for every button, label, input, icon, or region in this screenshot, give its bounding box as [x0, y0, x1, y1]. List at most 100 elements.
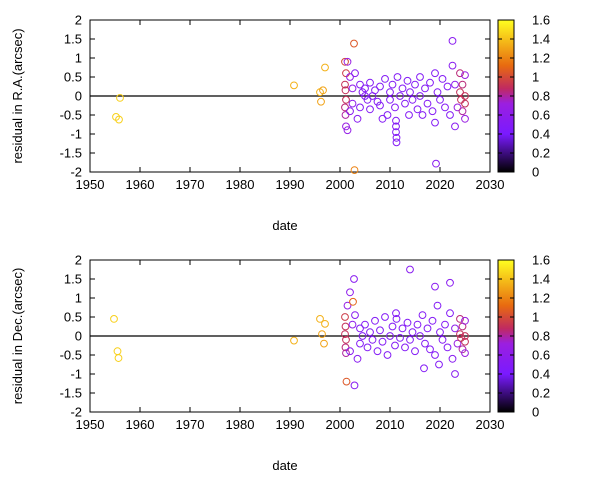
- data-point: [461, 71, 469, 79]
- data-point: [461, 92, 469, 100]
- data-point: [317, 97, 325, 106]
- data-point: [392, 309, 400, 318]
- data-point: [438, 75, 447, 83]
- data-point: [432, 159, 440, 168]
- data-point: [458, 80, 467, 89]
- data-point: [408, 95, 417, 104]
- data-point: [386, 332, 394, 340]
- data-point: [451, 324, 459, 333]
- data-point: [290, 336, 298, 345]
- data-point: [416, 73, 424, 81]
- bottom-x-tick-label: 1970: [176, 417, 205, 432]
- data-point: [451, 122, 459, 131]
- data-point: [366, 328, 374, 337]
- data-point: [446, 309, 454, 318]
- data-point: [461, 332, 469, 340]
- data-point: [428, 107, 437, 116]
- data-point: [341, 103, 349, 112]
- data-point: [350, 381, 359, 390]
- bottom-y-tick-label: 0: [75, 329, 82, 344]
- bottom-x-tick-label: 2000: [326, 417, 355, 432]
- data-point: [110, 315, 118, 323]
- data-point: [418, 311, 427, 320]
- bottom-x-axis-label: date: [272, 458, 297, 473]
- data-point: [321, 63, 329, 72]
- data-point: [416, 332, 424, 340]
- data-point: [392, 133, 401, 142]
- data-point: [316, 315, 324, 323]
- data-point: [398, 84, 407, 93]
- bottom-colorbar-tick-label: 0: [532, 405, 539, 420]
- data-point: [403, 76, 412, 85]
- data-point: [368, 335, 377, 344]
- data-point: [376, 82, 384, 91]
- data-point: [351, 311, 359, 320]
- data-point: [391, 103, 399, 112]
- data-point: [342, 335, 350, 344]
- data-point: [458, 107, 467, 116]
- data-point: [343, 301, 352, 310]
- data-point: [320, 339, 328, 348]
- data-point: [406, 265, 414, 274]
- bottom-x-tick-label: 1950: [76, 417, 105, 432]
- data-point: [115, 115, 123, 124]
- top-y-tick-label: -2: [70, 165, 82, 180]
- data-point: [356, 103, 364, 112]
- data-point: [366, 105, 374, 114]
- bottom-y-tick-label: -2: [70, 405, 82, 420]
- data-point: [346, 288, 354, 297]
- data-point: [438, 335, 447, 344]
- top-colorbar-tick-label: 0.8: [532, 89, 550, 104]
- data-point: [436, 95, 444, 104]
- data-point: [346, 347, 354, 356]
- data-point: [446, 278, 454, 287]
- data-point: [351, 69, 359, 78]
- bottom-y-tick-label: 0.5: [64, 310, 82, 325]
- data-point: [116, 94, 124, 102]
- data-point: [456, 330, 464, 339]
- data-point: [398, 324, 407, 333]
- top-y-tick-label: 0.5: [64, 70, 82, 85]
- data-point: [433, 301, 442, 310]
- data-point: [451, 80, 459, 89]
- data-point: [435, 360, 443, 369]
- data-point: [391, 341, 399, 350]
- data-point: [343, 126, 352, 135]
- data-point: [392, 315, 401, 323]
- data-point: [348, 99, 357, 108]
- top-y-tick-label: -1.5: [60, 146, 82, 161]
- top-x-tick-label: 2000: [326, 177, 355, 192]
- top-colorbar-tick-label: 1: [532, 70, 539, 85]
- bottom-colorbar-tick-label: 0.6: [532, 348, 550, 363]
- bottom-points: [110, 265, 469, 390]
- data-point: [392, 122, 400, 131]
- data-point: [363, 343, 372, 352]
- top-y-tick-label: 0: [75, 89, 82, 104]
- data-point: [342, 69, 350, 78]
- data-point: [341, 86, 350, 95]
- data-point: [443, 82, 452, 91]
- top-colorbar-tick-label: 0.6: [532, 108, 550, 123]
- bottom-colorbar-tick-label: 1.6: [532, 253, 550, 268]
- bottom-y-tick-label: -0.5: [60, 348, 82, 363]
- data-point: [405, 111, 413, 119]
- data-point: [423, 99, 432, 108]
- top-colorbar-tick-label: 1.2: [532, 51, 550, 66]
- data-point: [319, 86, 327, 95]
- data-point: [441, 320, 449, 329]
- data-point: [451, 370, 459, 378]
- bottom-y-tick-label: -1: [70, 367, 82, 382]
- data-point: [381, 313, 389, 321]
- data-point: [341, 57, 349, 66]
- data-point: [453, 339, 462, 348]
- top-x-tick-label: 1990: [276, 177, 305, 192]
- data-point: [461, 349, 469, 358]
- data-point: [350, 166, 359, 175]
- data-point: [378, 337, 387, 346]
- data-point: [381, 75, 389, 83]
- top-colorbar-tick-label: 0.4: [532, 127, 550, 142]
- data-point: [448, 37, 457, 45]
- bottom-colorbar-tick-label: 1.4: [532, 272, 550, 287]
- data-point: [431, 118, 439, 127]
